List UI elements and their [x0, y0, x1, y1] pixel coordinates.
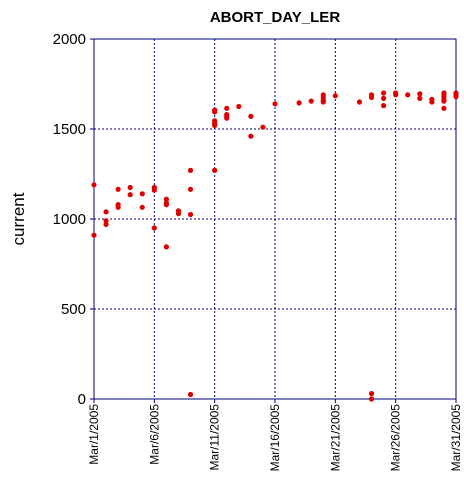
data-point	[127, 192, 133, 198]
data-point	[224, 115, 230, 121]
data-point	[368, 396, 375, 402]
data-point	[163, 202, 169, 208]
chart-title: ABORT_DAY_LER	[210, 9, 340, 26]
data-point	[405, 92, 411, 98]
data-point	[368, 94, 375, 101]
data-point	[260, 124, 266, 130]
data-point	[441, 98, 447, 104]
data-point	[103, 218, 109, 224]
data-point	[187, 186, 194, 192]
data-point	[187, 167, 194, 173]
x-tick-label: Mar/31/2005	[449, 404, 463, 472]
data-point	[393, 92, 399, 98]
x-tick-label: Mar/26/2005	[389, 404, 403, 472]
data-point	[381, 95, 387, 101]
x-tick-label: Mar/16/2005	[268, 404, 282, 472]
data-point	[356, 99, 363, 105]
data-point	[332, 93, 338, 99]
data-point	[151, 225, 157, 231]
data-point	[453, 94, 459, 100]
x-tick-label: Mar/11/2005	[208, 404, 222, 471]
axis-ticks: 0 500 1000 1500 2000 Mar/1/2005 Mar/6/2005 Mar/…	[53, 31, 463, 471]
data-point	[127, 184, 133, 191]
y-tick-label: 1500	[53, 121, 86, 138]
x-tick-label: Mar/6/2005	[147, 404, 161, 465]
y-tick-label: 1000	[53, 211, 86, 228]
data-point	[115, 186, 121, 192]
grid	[94, 39, 456, 399]
data-point	[175, 211, 182, 217]
y-tick-label: 500	[61, 301, 86, 318]
data-point	[320, 99, 326, 105]
data-point	[163, 244, 169, 250]
data-point	[187, 391, 194, 398]
data-point	[236, 103, 242, 110]
data-point	[212, 167, 218, 173]
data-point	[103, 209, 109, 215]
data-point	[248, 113, 254, 119]
data-point	[248, 133, 254, 139]
data-point	[272, 101, 278, 107]
y-tick-label: 2000	[53, 31, 86, 48]
data-point	[91, 182, 97, 188]
data-point	[417, 95, 423, 101]
data-point	[163, 196, 169, 202]
data-point	[381, 90, 387, 96]
data-point	[115, 204, 121, 210]
data-point	[187, 211, 194, 218]
data-point	[381, 103, 387, 109]
data-point	[417, 91, 423, 97]
data-point	[91, 232, 97, 238]
data-point	[224, 105, 230, 111]
data-point	[296, 100, 302, 106]
x-tick-label: Mar/1/2005	[87, 404, 101, 465]
data-point	[103, 221, 109, 227]
data-point	[139, 204, 145, 210]
data-point	[308, 98, 314, 104]
data-point	[151, 187, 157, 193]
data-points	[91, 90, 459, 402]
data-point	[212, 109, 218, 115]
y-tick-label: 0	[78, 391, 86, 408]
x-tick-label: Mar/21/2005	[328, 404, 342, 472]
data-point	[212, 122, 218, 128]
data-point	[441, 105, 447, 111]
data-point	[139, 191, 145, 197]
data-point	[429, 99, 435, 105]
data-point	[368, 391, 375, 397]
y-axis-label: current	[9, 192, 28, 245]
